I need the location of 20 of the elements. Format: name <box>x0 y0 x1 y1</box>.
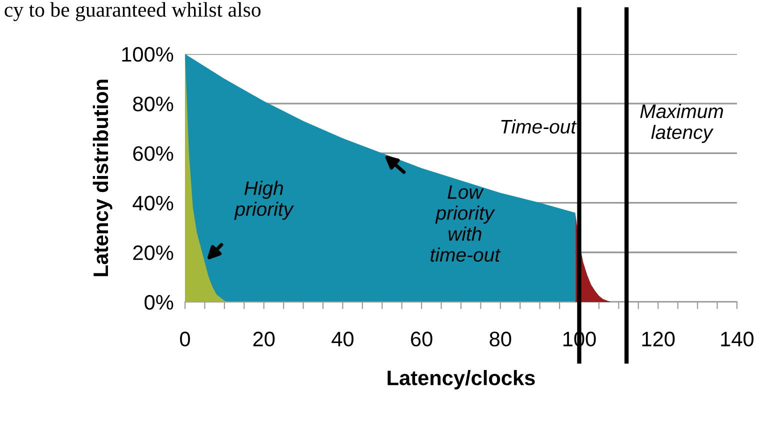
y-tick-label: 100% <box>122 47 174 62</box>
y-tick-label: 0% <box>144 294 174 310</box>
x-tick-label: 140 <box>721 332 754 346</box>
y-tick-label: 40% <box>132 196 174 211</box>
text: cy to be guaranteed whilst also <box>4 2 261 22</box>
x-tick-label: 0 <box>180 332 190 346</box>
ref-line-label: Maximum latency <box>640 104 723 143</box>
x-tick-label: 120 <box>642 332 675 346</box>
x-axis-title: Latency/clocks <box>388 370 535 390</box>
x-tick-label: 40 <box>332 332 354 346</box>
ref-line-label: Time-out <box>501 119 577 134</box>
y-axis-title: Latency distribution <box>92 80 112 276</box>
y-tick-label: 60% <box>133 146 174 161</box>
annotation: High priority <box>234 180 294 220</box>
y-tick-label: 80% <box>133 96 174 112</box>
y-tick-label: 20% <box>133 245 174 260</box>
annotation: Low priority with time-out <box>430 185 501 262</box>
x-tick-label: 20 <box>253 332 275 346</box>
x-tick-label: 60 <box>411 332 432 346</box>
x-tick-label: 80 <box>490 332 512 346</box>
